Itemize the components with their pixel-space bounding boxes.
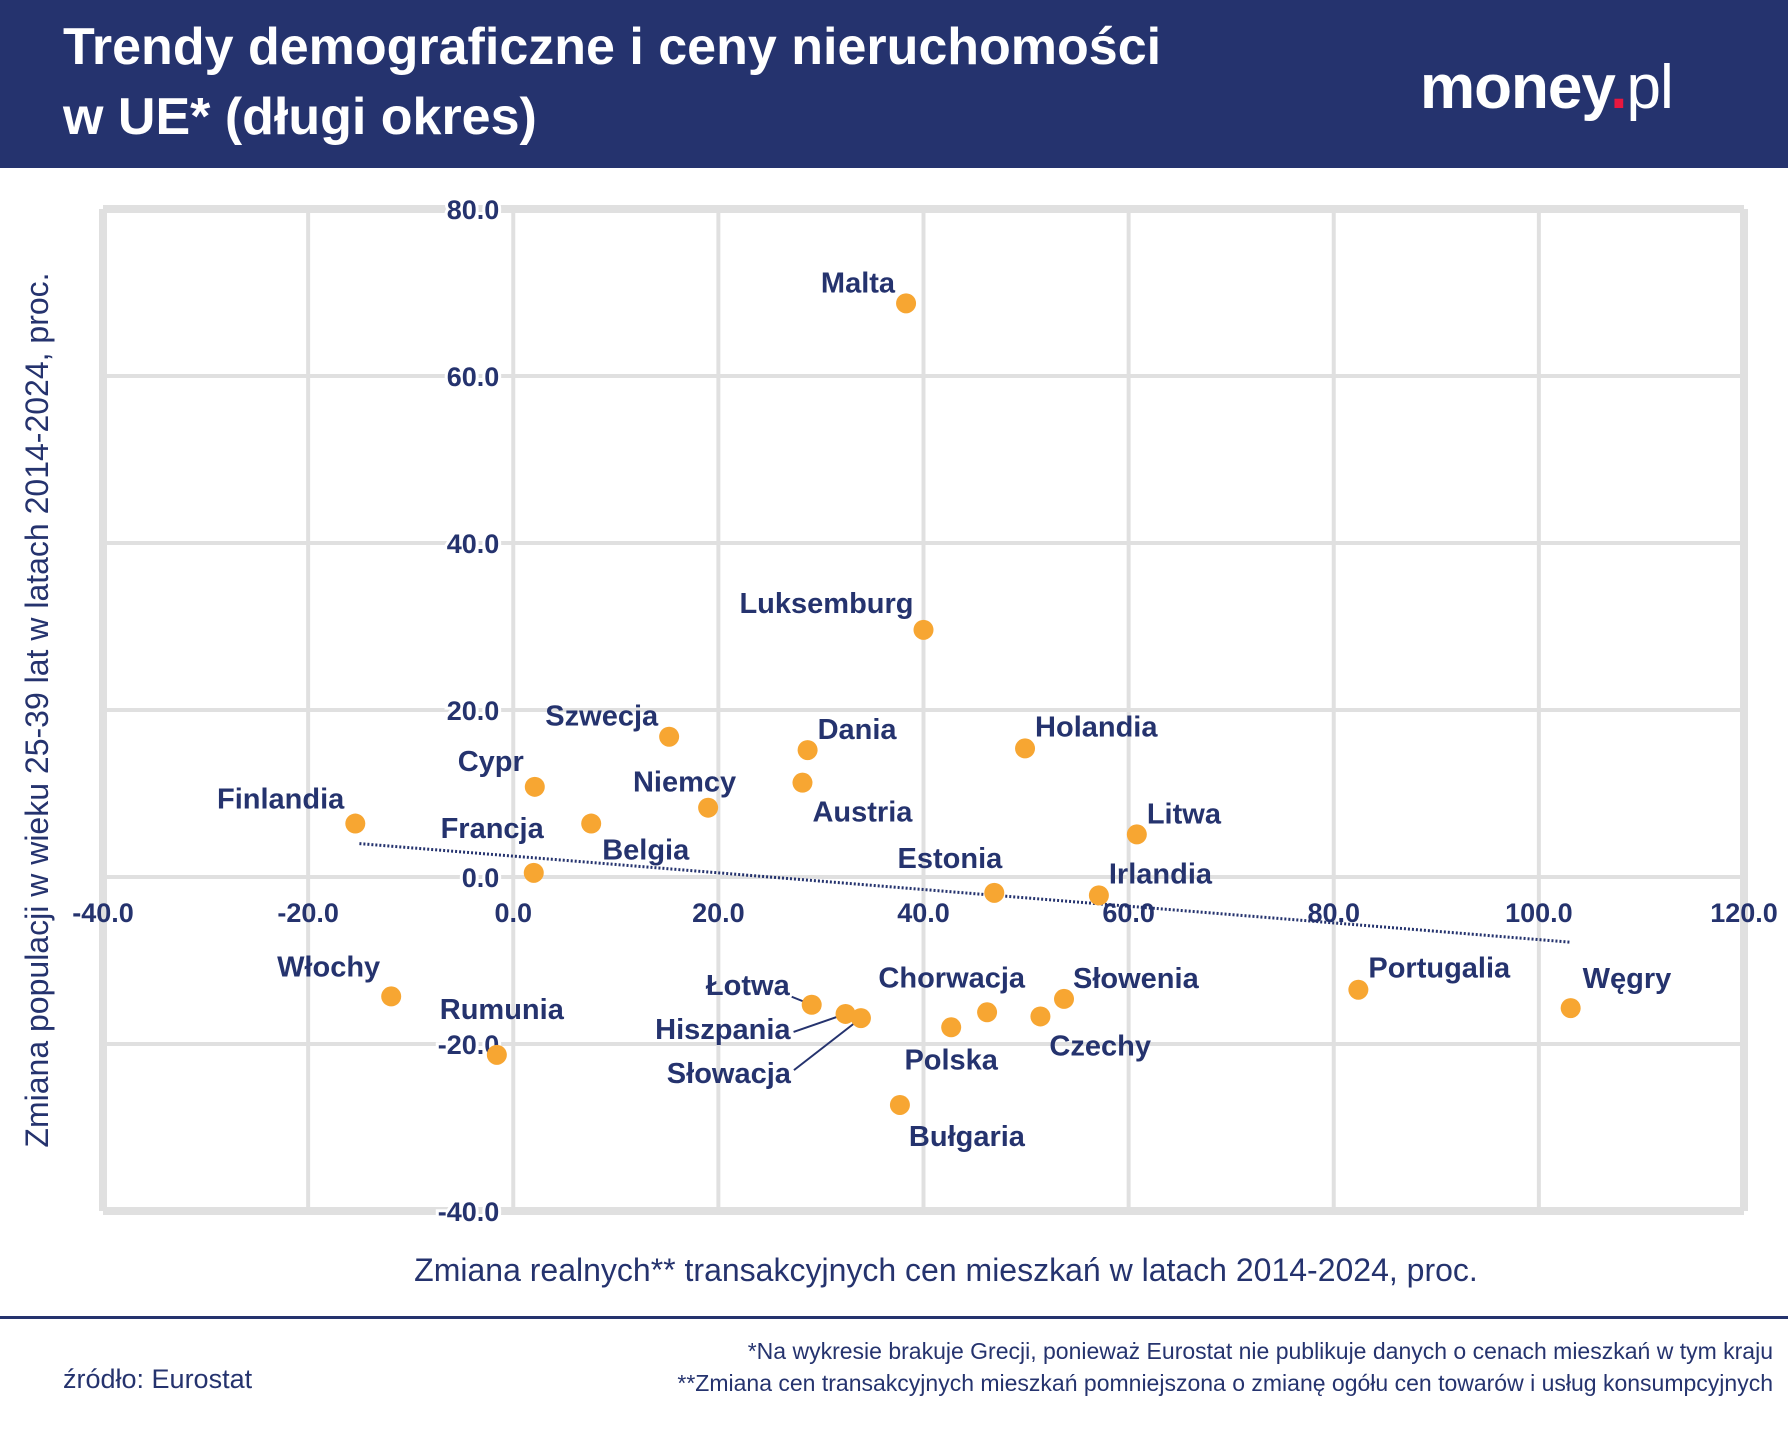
data-point [698,797,719,818]
data-point [977,1002,998,1023]
data-point [896,293,917,314]
data-point [345,813,366,834]
data-point [889,1094,910,1115]
point-label: Łotwa [706,970,791,1002]
data-point [381,986,402,1007]
point-label: Austria [812,797,913,829]
point-label: Bułgaria [909,1121,1026,1153]
point-label: Polska [904,1044,998,1076]
point-label: Czechy [1049,1030,1151,1062]
y-tick-label: 20.0 [447,696,500,726]
data-point [581,813,602,834]
x-tick-label: 40.0 [897,898,950,928]
x-tick-label: 60.0 [1102,898,1155,928]
data-point [1348,979,1369,1000]
point-label: Finlandia [217,784,345,816]
header: Trendy demograficzne i ceny nieruchomośc… [0,0,1788,168]
point-label: Hiszpania [655,1014,791,1046]
data-point [913,619,934,640]
footer-divider [0,1316,1788,1319]
x-tick-label: 120.0 [1710,898,1778,928]
point-labels: Malta Luksemburg Szwecja Dania Holandia Cypr N… [217,267,1671,1153]
point-label: Rumunia [440,994,565,1026]
data-point [835,1003,856,1024]
point-label: Słowacja [667,1058,792,1090]
data-point [792,772,813,793]
point-label: Belgia [602,835,690,867]
point-label: Francja [441,813,545,845]
money-pl-logo: money.pl [1420,53,1674,122]
title-line-1: Trendy demograficzne i ceny nieruchomośc… [63,18,1162,76]
data-point [797,740,818,761]
footnote-2: **Zmiana cen transakcyjnych mieszkań pom… [677,1370,1773,1396]
footnote-1: *Na wykresie brakuje Grecji, ponieważ Eu… [747,1338,1773,1364]
grid [99,205,1748,1215]
point-label: Szwecja [545,701,659,733]
data-point [1560,998,1581,1019]
data-point [1030,1006,1051,1027]
x-tick-label: -40.0 [72,898,134,928]
data-point [524,776,545,797]
point-label: Dania [818,714,898,746]
point-label: Portugalia [1368,953,1511,985]
y-tick-label: 60.0 [447,362,500,392]
data-point [523,862,544,883]
y-axis-title: Zmiana populacji w wieku 25-39 lat w lat… [19,272,55,1147]
data-point [1088,885,1109,906]
y-tick-label: 40.0 [447,529,500,559]
data-point [1054,988,1075,1009]
point-label: Węgry [1583,963,1672,995]
leader-line [793,1017,862,1071]
tick-labels: -40.0 -20.0 0.0 20.0 40.0 60.0 80.0 100.0 120.0 -… [72,192,1778,1230]
data-point [984,882,1005,903]
point-label: Niemcy [633,767,736,799]
point-label: Słowenia [1073,963,1200,995]
data-point [801,994,822,1015]
y-tick-label: 80.0 [447,195,500,225]
point-label: Irlandia [1109,858,1213,890]
x-tick-label: 100.0 [1505,898,1573,928]
point-label: Litwa [1147,798,1222,830]
y-tick-label: -40.0 [438,1197,500,1227]
data-point [659,726,680,747]
data-point [941,1017,962,1038]
point-label: Włochy [277,951,380,983]
data-point [486,1044,507,1065]
point-label: Cypr [458,746,524,778]
point-label: Estonia [898,843,1004,875]
data-point [1126,824,1147,845]
y-tick-label: 0.0 [462,863,500,893]
x-tick-label: 20.0 [692,898,745,928]
x-axis-title: Zmiana realnych** transakcyjnych cen mie… [414,1252,1478,1288]
title-line-2: w UE* (długi okres) [63,88,537,146]
x-tick-label: 0.0 [494,898,532,928]
point-label: Malta [821,267,896,299]
x-tick-label: -20.0 [277,898,339,928]
source-text: źródło: Eurostat [63,1364,253,1394]
data-point [850,1008,871,1029]
point-label: Luksemburg [739,588,913,620]
point-label: Holandia [1035,711,1158,743]
point-label: Chorwacja [878,962,1026,994]
data-points [345,293,1581,1115]
data-point [1015,738,1036,759]
chart-title: Trendy demograficzne i ceny nieruchomośc… [63,12,1363,152]
